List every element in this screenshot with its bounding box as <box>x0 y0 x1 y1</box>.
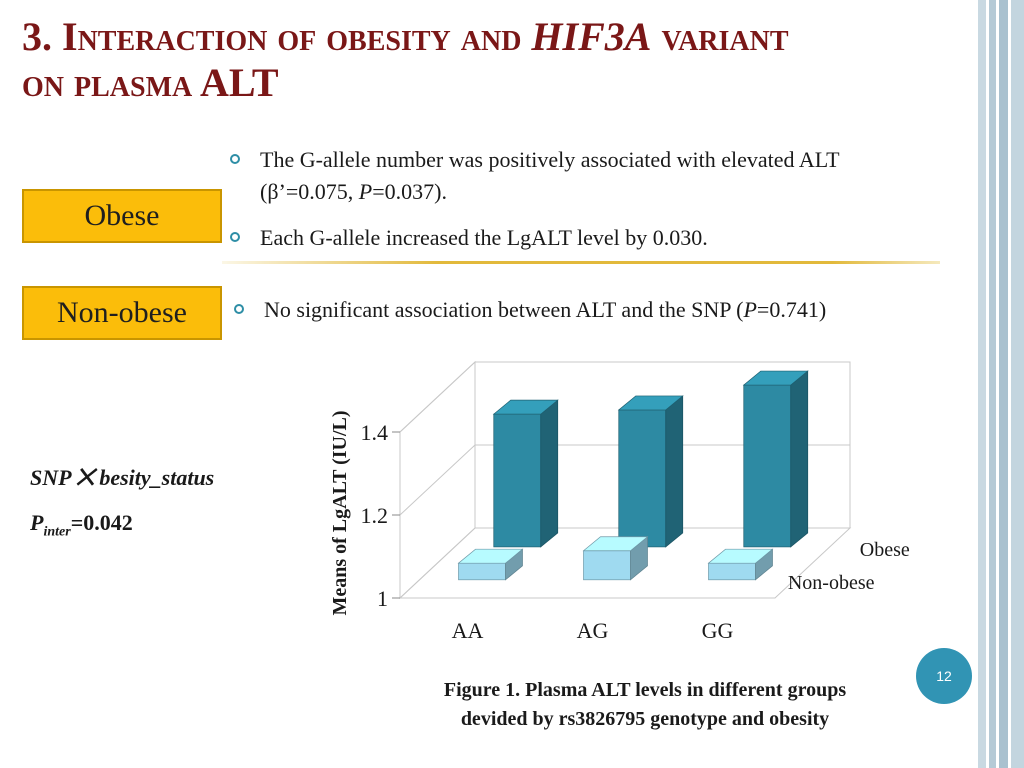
p-sub: inter <box>43 524 71 540</box>
p-label: P <box>30 510 44 535</box>
bullet-icon <box>234 304 244 314</box>
bar-chart: 1 1.2 1.4 Means of LgALT (IU/L) AA AG GG Obese N… <box>329 360 910 643</box>
chart-floor <box>398 527 852 599</box>
section-divider <box>222 261 940 264</box>
nonobese-bullet-post: =0.741) <box>756 297 827 322</box>
obese-bullet-1-p: P <box>358 179 373 204</box>
caption-line2: devided by rs3826795 genotype and obesit… <box>460 708 830 730</box>
obese-label-box: Obese <box>22 189 222 243</box>
bar-non-obese-gg <box>708 562 756 581</box>
obese-bullet-1: The G-allele number was positively assoc… <box>230 144 1020 214</box>
obese-bullet-1-line2-post: =0.037). <box>372 179 447 204</box>
bar-obese-ag <box>618 409 667 548</box>
interaction-p-value: Pinter=0.042 <box>30 510 133 540</box>
decor-stripe <box>1008 0 1011 768</box>
bar-top <box>492 399 559 415</box>
bar-non-obese-aa <box>458 562 506 581</box>
bar-top <box>742 370 809 386</box>
x-tick-label: AA <box>452 618 484 643</box>
decor-stripe <box>996 0 999 768</box>
nonobese-bullet: No significant association between ALT a… <box>234 294 1004 328</box>
bar-side <box>540 399 559 548</box>
decor-stripe <box>986 0 989 768</box>
bar-top <box>617 395 684 411</box>
title-gene: HIF3A <box>531 14 652 59</box>
decor-stripe <box>989 0 996 768</box>
obese-bullet-1-line2-pre: (β’=0.075, <box>260 179 359 204</box>
bullet-icon <box>230 232 240 242</box>
obese-bullet-1-line1: The G-allele number was positively assoc… <box>260 147 840 172</box>
bar-top <box>707 548 774 564</box>
bar-obese-aa <box>493 413 542 548</box>
slide-title: 3. Interaction of obesity and HIF3A vari… <box>22 14 972 106</box>
bullet-icon <box>230 154 240 164</box>
bar-obese-gg <box>743 384 792 548</box>
series-label: Non-obese <box>788 572 875 594</box>
decor-stripe <box>978 0 986 768</box>
obese-label: Obese <box>84 199 160 232</box>
nonobese-label-box: Non-obese <box>22 286 222 340</box>
y-tick-label: 1.4 <box>361 420 389 445</box>
bar-top <box>457 548 524 564</box>
caption-line1: Figure 1. Plasma ALT levels in different… <box>443 679 847 701</box>
title-part1: 3. Interaction of obesity and <box>22 14 532 59</box>
obese-bullet-2-text: Each G-allele increased the LgALT level … <box>260 225 708 250</box>
bar-side <box>790 370 809 548</box>
nonobese-bullet-p: P <box>743 297 757 322</box>
nonobese-bullet-pre: No significant association between ALT a… <box>264 297 744 322</box>
decor-stripe <box>999 0 1008 768</box>
obese-bullet-2: Each G-allele increased the LgALT level … <box>230 222 1010 256</box>
y-axis-label: Means of LgALT (IU/L) <box>329 410 351 615</box>
x-tick-label: AG <box>577 618 609 643</box>
gridline <box>399 361 850 433</box>
page-number-badge: 12 <box>916 648 972 704</box>
bar-side <box>665 395 684 548</box>
y-tick-label: 1 <box>377 586 388 611</box>
p-value: =0.042 <box>70 510 133 535</box>
y-tick-label: 1.2 <box>361 503 389 528</box>
decor-stripe <box>1011 0 1024 768</box>
title-line2: on plasma ALT <box>22 60 279 105</box>
x-tick-label: GG <box>702 618 734 643</box>
title-part2: variant <box>651 14 789 59</box>
snp-text: SNP ⨉ besity_status <box>30 465 215 490</box>
interaction-term: SNP ⨉ besity_status <box>30 465 214 491</box>
bar-top <box>582 536 649 552</box>
nonobese-label: Non-obese <box>57 296 187 329</box>
page-number: 12 <box>936 668 952 684</box>
gridline <box>399 444 850 516</box>
series-label: Obese <box>860 539 910 561</box>
figure-caption: Figure 1. Plasma ALT levels in different… <box>360 676 930 734</box>
bar-non-obese-ag <box>583 550 631 581</box>
